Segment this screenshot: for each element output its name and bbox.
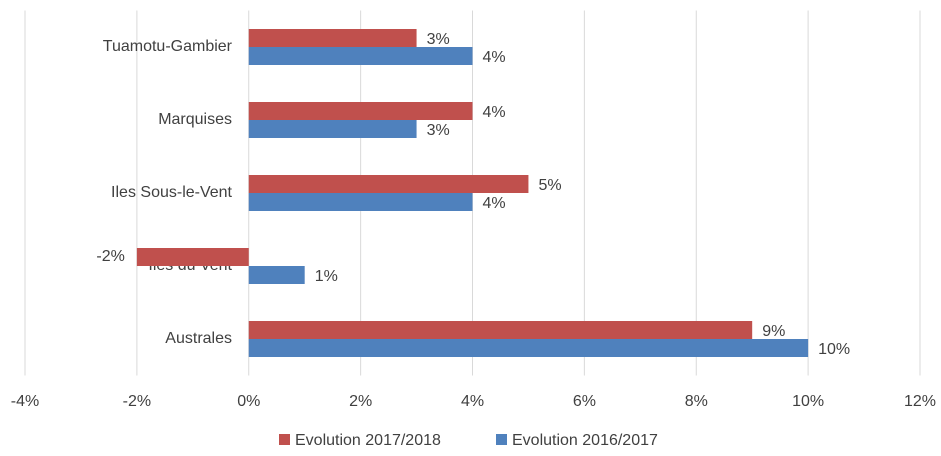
x-tick-label: -2% <box>123 393 151 410</box>
x-tick-label: 4% <box>461 393 484 410</box>
x-tick-label: 0% <box>237 393 260 410</box>
x-tick-label: 12% <box>904 393 936 410</box>
data-label: -2% <box>96 248 124 265</box>
y-tick-label: Marquises <box>158 111 232 128</box>
bar <box>248 175 529 193</box>
legend-label: Evolution 2017/2018 <box>295 432 441 449</box>
data-label: 4% <box>483 104 506 121</box>
legend-swatch <box>279 434 290 445</box>
y-tick-label: Iles Sous-le-Vent <box>111 184 233 201</box>
bar <box>248 102 473 120</box>
data-label: 1% <box>315 268 338 285</box>
y-tick-label: Tuamotu-Gambier <box>103 38 233 55</box>
bar <box>248 193 473 211</box>
bar <box>248 266 305 284</box>
bar <box>248 29 417 47</box>
x-tick-label: 2% <box>349 393 372 410</box>
data-label: 5% <box>538 177 561 194</box>
x-tick-label: -4% <box>11 393 39 410</box>
data-label: 4% <box>483 195 506 212</box>
bar <box>248 339 809 357</box>
data-label: 4% <box>483 49 506 66</box>
x-tick-label: 8% <box>685 393 708 410</box>
data-label: 10% <box>818 341 850 358</box>
bar <box>248 47 473 65</box>
x-tick-label: 6% <box>573 393 596 410</box>
data-label: 9% <box>762 323 785 340</box>
data-label: 3% <box>427 122 450 139</box>
x-tick-label: 10% <box>792 393 824 410</box>
bar <box>136 248 249 266</box>
legend-swatch <box>496 434 507 445</box>
y-tick-label: Australes <box>165 330 232 347</box>
bar <box>248 321 753 339</box>
bar <box>248 120 417 138</box>
legend-label: Evolution 2016/2017 <box>512 432 658 449</box>
data-label: 3% <box>427 31 450 48</box>
